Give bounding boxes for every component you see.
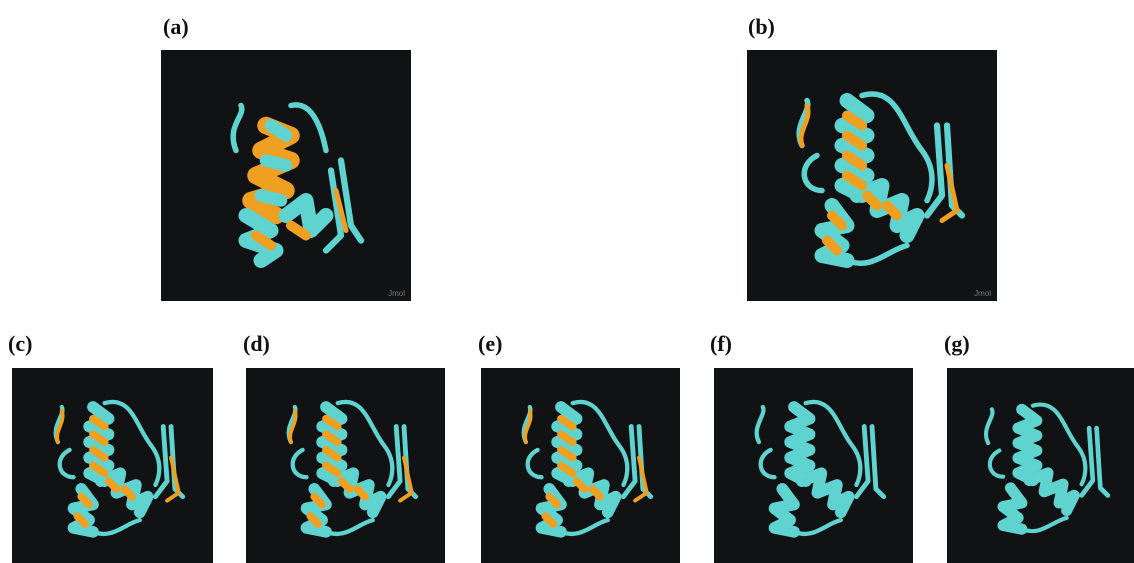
- panel-label: (c): [8, 331, 32, 357]
- panel-label: (d): [243, 331, 270, 357]
- ribbon-model: [947, 368, 1134, 563]
- protein-image: Jmol: [161, 50, 411, 301]
- protein-image: [12, 368, 213, 563]
- panel-label: (a): [163, 14, 189, 40]
- protein-image: [246, 368, 445, 563]
- ribbon-model: [161, 50, 411, 301]
- panel-label: (b): [748, 14, 775, 40]
- panel-label: (g): [944, 331, 970, 357]
- ribbon-model: [246, 368, 445, 563]
- panel-label: (f): [710, 331, 732, 357]
- ribbon-model: [714, 368, 913, 563]
- ribbon: [757, 402, 884, 534]
- watermark: Jmol: [974, 289, 991, 298]
- ribbon: [986, 404, 1108, 531]
- ribbon-model: [12, 368, 213, 563]
- ribbon: [233, 105, 361, 261]
- ribbon-model: [481, 368, 680, 563]
- ribbon-model: [747, 50, 997, 301]
- protein-image: [714, 368, 913, 563]
- protein-image: [947, 368, 1134, 563]
- watermark: Jmol: [388, 289, 405, 298]
- figure: (a) Jmol (b) Jmol (c) (d) (e) (f) (g): [0, 0, 1134, 563]
- protein-image: Jmol: [747, 50, 997, 301]
- panel-label: (e): [478, 331, 502, 357]
- protein-image: [481, 368, 680, 563]
